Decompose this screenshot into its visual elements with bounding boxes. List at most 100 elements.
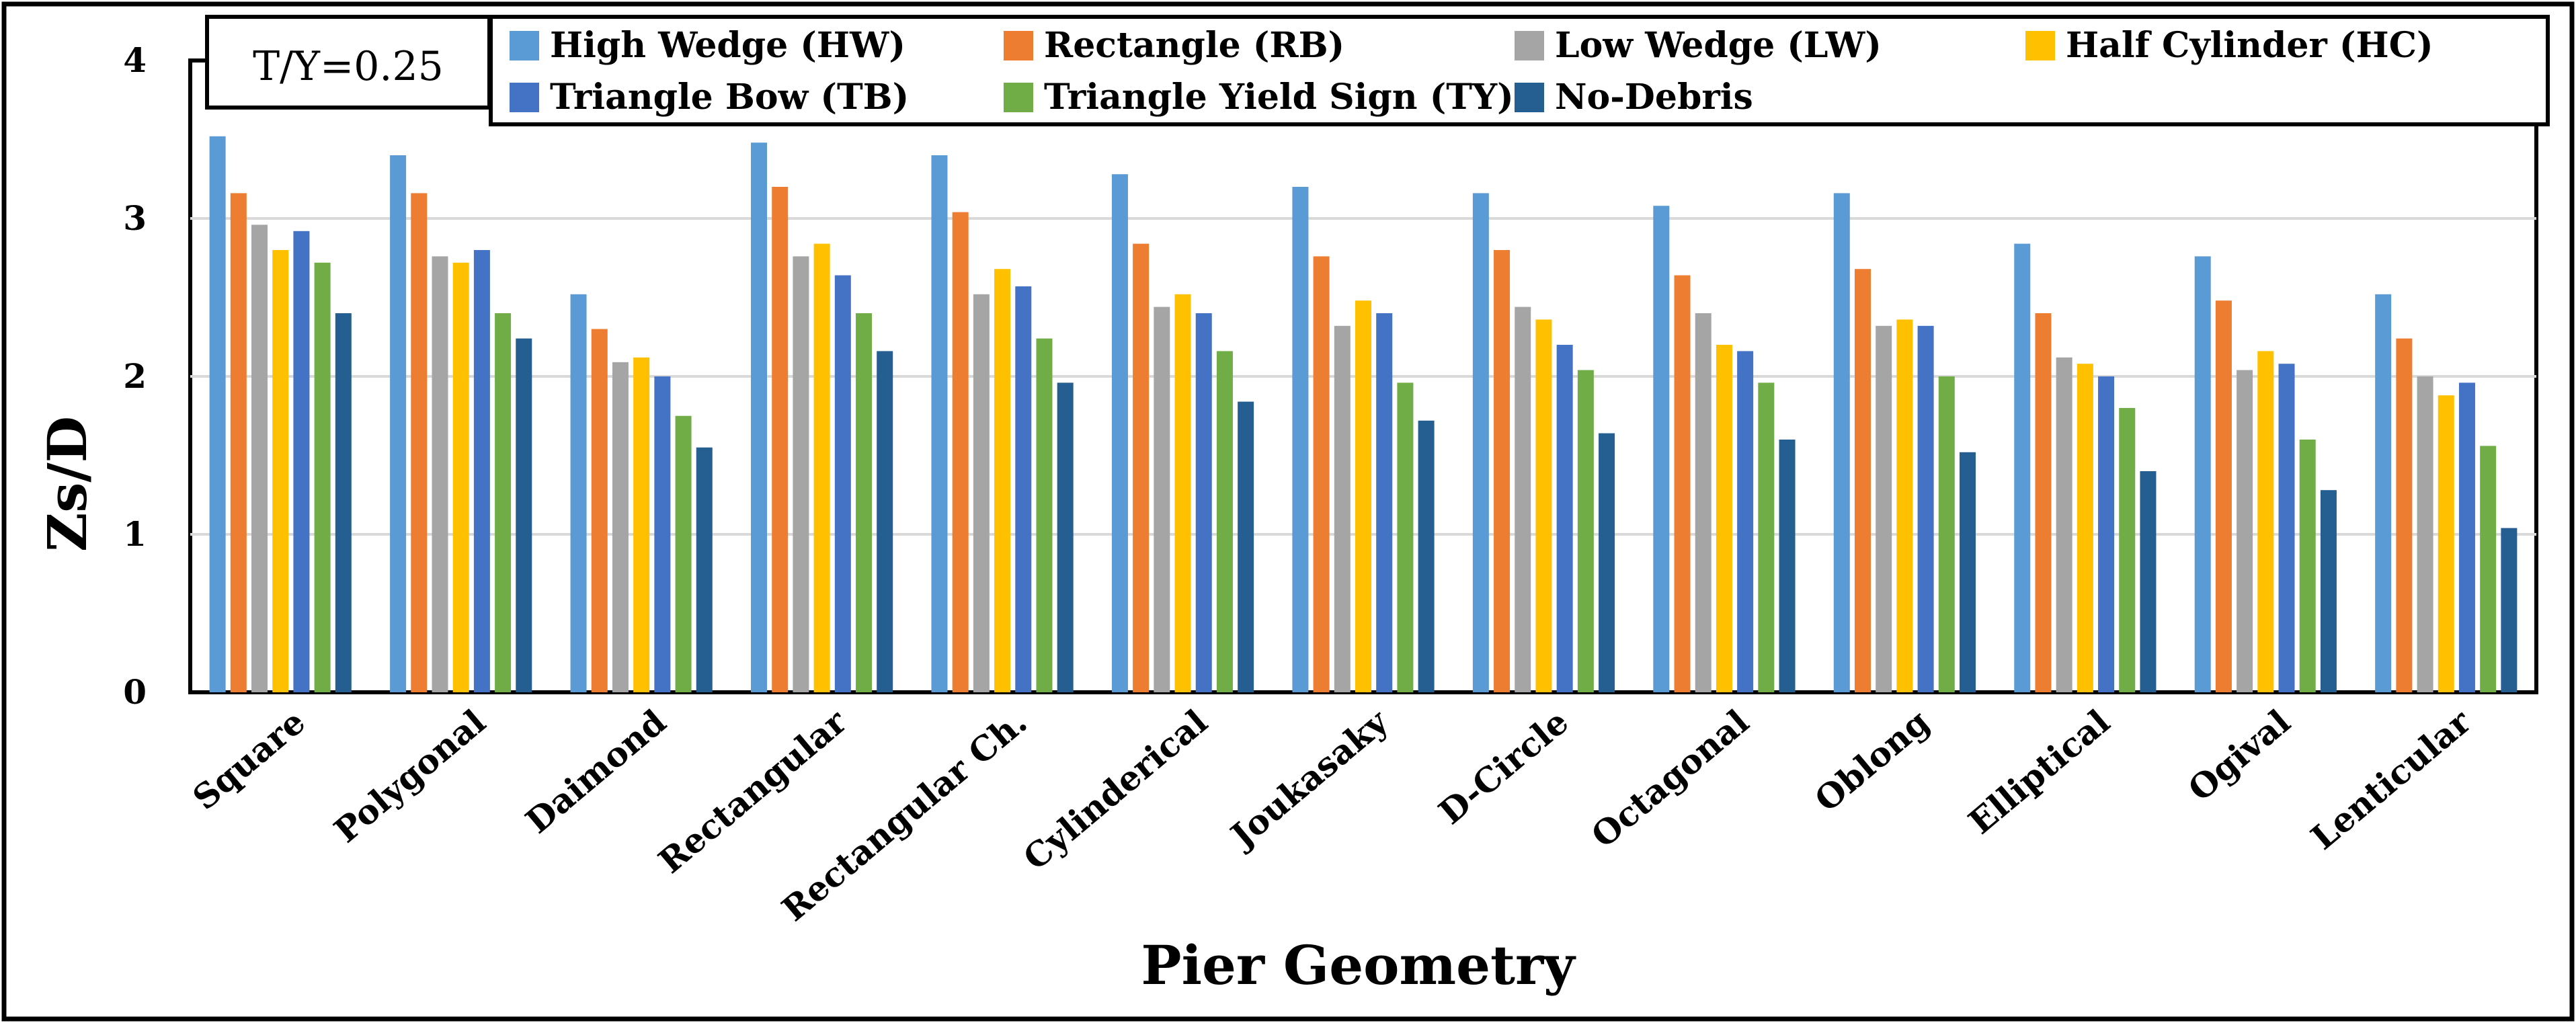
bar bbox=[1292, 187, 1309, 692]
bar bbox=[1938, 376, 1955, 692]
bar bbox=[2237, 370, 2253, 692]
bar bbox=[1716, 345, 1732, 692]
bar bbox=[1758, 382, 1775, 692]
y-tick-label: 4 bbox=[123, 40, 147, 80]
bar bbox=[1216, 351, 1233, 692]
bar bbox=[335, 313, 352, 692]
bar bbox=[1917, 325, 1934, 692]
bar bbox=[1494, 250, 1511, 692]
bar bbox=[1355, 300, 1371, 692]
bar bbox=[209, 136, 226, 693]
bar bbox=[2458, 382, 2475, 692]
bar bbox=[1779, 440, 1796, 692]
bar bbox=[952, 212, 969, 693]
bar bbox=[2320, 490, 2337, 692]
bar bbox=[2119, 408, 2136, 692]
bar bbox=[293, 231, 310, 692]
bar bbox=[2098, 376, 2115, 692]
bar bbox=[2438, 395, 2454, 692]
bar bbox=[1154, 306, 1170, 693]
bar bbox=[696, 447, 713, 692]
bar bbox=[1036, 338, 1053, 693]
bar bbox=[1896, 319, 1913, 692]
bar bbox=[2035, 313, 2052, 692]
bar bbox=[2014, 243, 2031, 693]
bar bbox=[570, 294, 587, 692]
y-tick-labels: 0 1 2 3 4 bbox=[123, 40, 147, 712]
bar bbox=[834, 275, 851, 693]
bar bbox=[1653, 206, 1670, 692]
legend-swatch bbox=[2025, 31, 2055, 60]
bar bbox=[931, 155, 948, 692]
legend-swatch bbox=[510, 83, 539, 112]
bar bbox=[2480, 446, 2497, 692]
bar bbox=[2056, 357, 2072, 692]
bar bbox=[2257, 351, 2274, 692]
bar bbox=[1695, 313, 1712, 692]
bar bbox=[432, 256, 448, 692]
bar bbox=[1556, 345, 1573, 692]
bar bbox=[473, 250, 490, 692]
legend-swatch bbox=[510, 31, 539, 60]
y-tick-label: 1 bbox=[123, 514, 147, 554]
bar bbox=[1599, 433, 1615, 692]
bar bbox=[1577, 370, 1594, 692]
bar bbox=[877, 351, 893, 692]
bar bbox=[1833, 193, 1850, 692]
y-tick-label: 3 bbox=[123, 198, 147, 238]
legend-label: High Wedge (HW) bbox=[550, 25, 905, 66]
bar bbox=[675, 415, 692, 692]
bar bbox=[1515, 306, 1531, 693]
y-tick-label: 2 bbox=[123, 356, 147, 396]
bar bbox=[856, 313, 873, 692]
legend-swatch bbox=[1515, 31, 1544, 60]
bar bbox=[2077, 364, 2093, 692]
bars bbox=[209, 136, 2518, 693]
legend-label: Triangle Yield Sign (TY) bbox=[1044, 77, 1514, 118]
bar bbox=[1015, 286, 1032, 692]
bar bbox=[2215, 300, 2232, 692]
bar bbox=[1313, 256, 1330, 692]
legend: High Wedge (HW) Rectangle (RB) Low Wedge (… bbox=[510, 25, 2433, 118]
bar bbox=[251, 224, 268, 692]
bar bbox=[772, 187, 789, 692]
bar bbox=[994, 269, 1011, 692]
bar bbox=[1418, 420, 1435, 692]
bar bbox=[314, 262, 331, 692]
legend-label: Half Cylinder (HC) bbox=[2066, 25, 2433, 66]
legend-label: Rectangle (RB) bbox=[1044, 25, 1344, 66]
bar bbox=[1334, 325, 1351, 692]
bar bbox=[1133, 243, 1150, 693]
bar bbox=[591, 329, 608, 692]
bar bbox=[1238, 401, 1254, 692]
bar bbox=[2417, 376, 2433, 692]
bar bbox=[495, 313, 512, 692]
bar bbox=[1195, 313, 1212, 692]
bar bbox=[2194, 256, 2211, 692]
legend-swatch bbox=[1004, 31, 1033, 60]
bar bbox=[1854, 269, 1871, 692]
bar bbox=[793, 256, 809, 692]
bar bbox=[2140, 471, 2157, 692]
legend-label: No-Debris bbox=[1555, 77, 1753, 118]
y-axis-title: Zs/D bbox=[36, 416, 99, 552]
bar bbox=[1959, 452, 1976, 692]
bar bbox=[452, 262, 469, 692]
legend-label: Low Wedge (LW) bbox=[1555, 25, 1882, 66]
bar bbox=[2396, 338, 2413, 693]
annotation-label: T/Y=0.25 bbox=[253, 43, 444, 90]
annotation-box bbox=[205, 15, 491, 110]
bar bbox=[2501, 528, 2518, 692]
y-tick-label: 0 bbox=[123, 672, 147, 712]
bar bbox=[1876, 325, 1892, 692]
bar bbox=[411, 193, 428, 692]
bar bbox=[1057, 382, 1074, 692]
bar bbox=[516, 338, 532, 693]
bar bbox=[1535, 319, 1552, 692]
bar bbox=[654, 376, 671, 692]
bar bbox=[2299, 440, 2316, 692]
bar bbox=[1737, 351, 1754, 692]
bar bbox=[2375, 294, 2392, 692]
bar bbox=[612, 362, 629, 692]
